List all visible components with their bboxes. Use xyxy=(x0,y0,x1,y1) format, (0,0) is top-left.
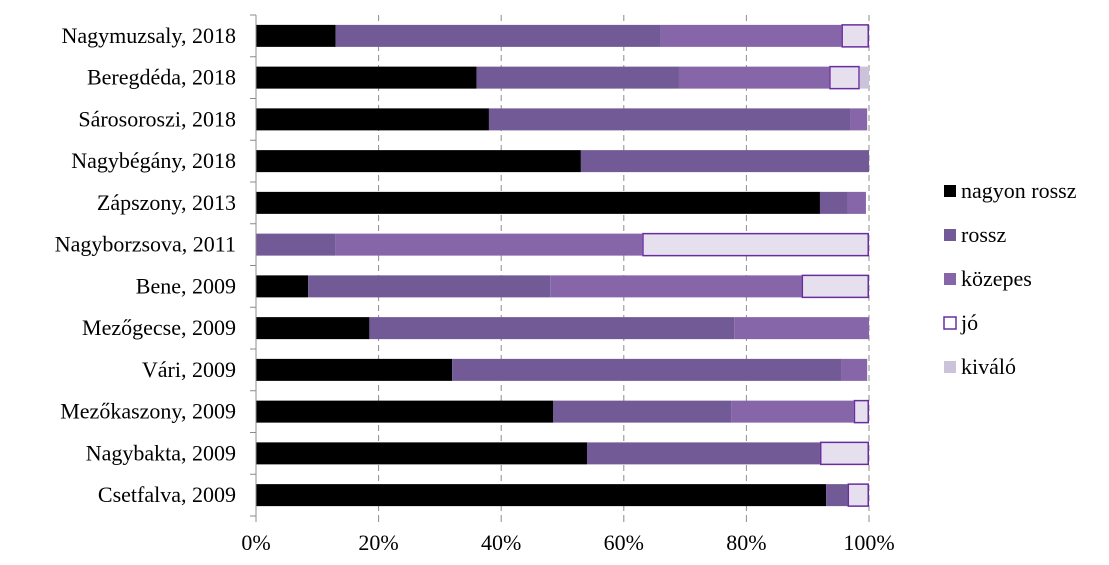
x-tick-label: 60% xyxy=(604,530,644,555)
x-tick-label: 40% xyxy=(481,530,521,555)
legend-swatch-kozepes xyxy=(944,273,956,285)
bar-segment-nagyon-rossz xyxy=(256,191,820,214)
gridlines xyxy=(378,15,870,516)
bar-segment-jo xyxy=(841,24,869,48)
category-labels: Nagymuzsaly, 2018 Beregdéda, 2018 Sárosoro… xyxy=(55,23,236,507)
bar-segment-nagyon-rossz xyxy=(256,400,554,423)
bar-segment-nagyon-rossz xyxy=(256,24,336,47)
category-label: Mezőkaszony, 2009 xyxy=(60,399,236,424)
bar-segment-nagyon-rossz xyxy=(256,358,453,381)
legend-swatch-rossz xyxy=(944,229,956,241)
bar-segment-nagyon-rossz xyxy=(256,66,477,89)
x-tick-labels: 0% 20% 40% 60% 80% 100% xyxy=(241,530,894,555)
bar-segment-kozepes xyxy=(734,317,869,340)
bar-segment-rossz xyxy=(488,108,851,131)
bar-segment-nagyon-rossz xyxy=(256,275,309,298)
legend-label-kozepes: közepes xyxy=(961,266,1032,291)
bar-segment-jo xyxy=(801,274,870,299)
bars xyxy=(256,24,870,507)
bar-segment-jo xyxy=(829,65,860,90)
bar-segment-kozepes xyxy=(847,191,866,214)
bar-segment-rossz xyxy=(587,442,820,465)
category-label: Csetfalva, 2009 xyxy=(98,482,236,507)
legend-swatch-jo xyxy=(943,316,957,330)
bar-segment-kozepes xyxy=(731,400,854,423)
category-label: Sárosoroszi, 2018 xyxy=(78,106,236,131)
x-tick-label: 0% xyxy=(241,530,270,555)
bar-segment-nagyon-rossz xyxy=(256,484,827,507)
bar-segment-rossz xyxy=(476,66,679,89)
bar-segment-rossz xyxy=(369,317,735,340)
bar-segment-kozepes xyxy=(660,24,842,47)
bar-segment-kozepes xyxy=(841,358,868,381)
bar-segment-nagyon-rossz xyxy=(256,108,489,131)
bar-segment-jo xyxy=(853,399,869,424)
bar-segment-kozepes xyxy=(850,108,868,131)
legend-label-kivalo: kiváló xyxy=(961,354,1016,379)
category-label: Mezőgecse, 2009 xyxy=(82,315,236,340)
legend: nagyon rossz rossz közepes jó kiváló xyxy=(943,178,1077,379)
category-label: Vári, 2009 xyxy=(142,357,236,382)
bar-segment-jo xyxy=(819,441,870,466)
bar-segment-rossz xyxy=(308,275,551,298)
bar-segment-rossz xyxy=(826,484,848,507)
bar-segment-rossz xyxy=(452,358,842,381)
bar-segment-jo xyxy=(642,232,869,257)
bar-segment-kozepes xyxy=(335,233,643,256)
bar-segment-rossz xyxy=(819,191,848,214)
bar-segment-jo xyxy=(847,483,869,507)
legend-swatch-kivalo xyxy=(944,361,956,373)
legend-label-jo: jó xyxy=(960,310,978,335)
bar-segment-rossz xyxy=(256,233,336,256)
bar-segment-rossz xyxy=(580,150,869,173)
category-label: Nagymuzsaly, 2018 xyxy=(61,23,236,48)
bar-segment-nagyon-rossz xyxy=(256,317,370,340)
bar-segment-kozepes xyxy=(678,66,830,89)
category-label: Zápszony, 2013 xyxy=(97,190,236,215)
category-label: Nagyborzsova, 2011 xyxy=(55,232,236,257)
category-label: Nagybégány, 2018 xyxy=(71,148,236,173)
x-tick-label: 20% xyxy=(358,530,398,555)
bar-segment-nagyon-rossz xyxy=(256,150,581,173)
bar-segment-nagyon-rossz xyxy=(256,442,588,465)
category-label: Nagybakta, 2009 xyxy=(86,440,236,465)
x-tick-label: 80% xyxy=(726,530,766,555)
legend-swatch-nagyon-rossz xyxy=(944,185,956,197)
legend-label-rossz: rossz xyxy=(961,222,1006,247)
axes xyxy=(250,14,870,522)
bar-segment-kozepes xyxy=(550,275,802,298)
category-label: Beregdéda, 2018 xyxy=(87,65,236,90)
legend-label-nagyon-rossz: nagyon rossz xyxy=(961,178,1077,203)
bar-segment-kivalo xyxy=(859,66,869,89)
bar-segment-rossz xyxy=(553,400,732,423)
bar-segment-rossz xyxy=(335,24,661,47)
category-label: Bene, 2009 xyxy=(136,273,236,298)
x-tick-label: 100% xyxy=(843,530,894,555)
